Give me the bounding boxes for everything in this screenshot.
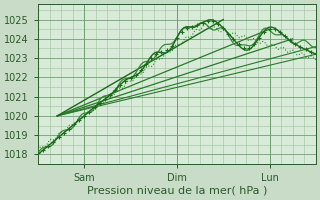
X-axis label: Pression niveau de la mer( hPa ): Pression niveau de la mer( hPa ) xyxy=(87,186,267,196)
